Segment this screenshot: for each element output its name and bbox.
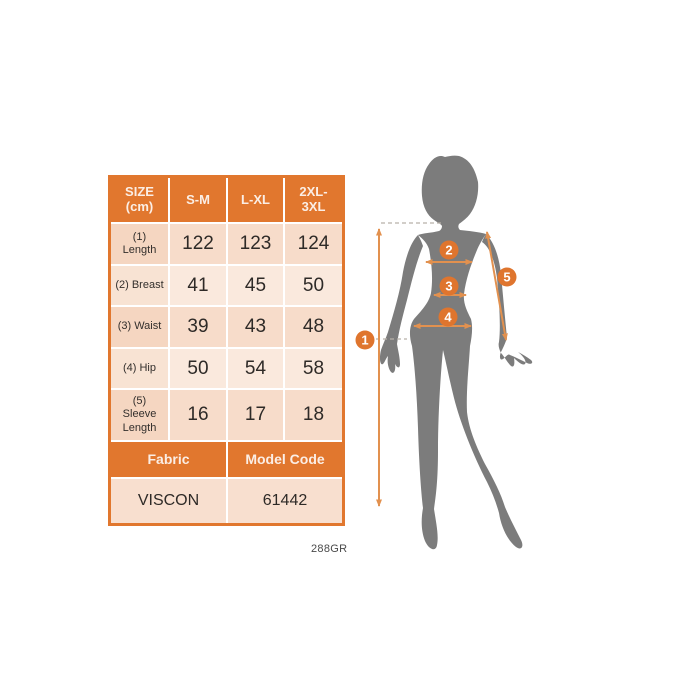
value-waist-lxl: 43 — [228, 307, 283, 347]
marker-badge-3 — [439, 276, 459, 296]
value-length-lxl: 123 — [228, 224, 283, 264]
marker-badge-5 — [497, 267, 517, 287]
marker-number-4: 4 — [444, 310, 452, 325]
marker-badge-2 — [439, 240, 459, 260]
size-header-cell: SIZE (cm) — [111, 178, 168, 222]
value-hip-lxl: 54 — [228, 349, 283, 388]
value-sleeve-2xl: 18 — [285, 390, 342, 440]
column-header-2xl-3xl: 2XL-3XL — [285, 178, 342, 222]
column-header-s-m: S-M — [170, 178, 226, 222]
value-hip-2xl: 58 — [285, 349, 342, 388]
fabric-header: Fabric — [111, 442, 226, 477]
fabric-value: VISCON — [111, 479, 226, 523]
value-sleeve-lxl: 17 — [228, 390, 283, 440]
value-length-sm: 122 — [170, 224, 226, 264]
value-breast-sm: 41 — [170, 266, 226, 305]
figure-silhouette-body — [409, 155, 523, 550]
column-header-l-xl: L-XL — [228, 178, 283, 222]
figure-silhouette-right-arm — [482, 234, 533, 367]
size-header-label: SIZE (cm) — [125, 184, 154, 214]
marker-badge-1 — [355, 330, 375, 350]
row-label-sleeve-length: (5) Sleeve Length — [111, 390, 168, 440]
value-length-2xl: 124 — [285, 224, 342, 264]
marker-number-2: 2 — [445, 243, 452, 258]
marker-number-1: 1 — [361, 333, 368, 348]
size-chart-table: SIZE (cm) S-M L-XL 2XL-3XL (1) Length 12… — [108, 175, 345, 526]
value-sleeve-sm: 16 — [170, 390, 226, 440]
sleeve-measure-arrow — [485, 231, 508, 341]
model-code-value: 61442 — [228, 479, 342, 523]
marker-badge-4 — [438, 307, 458, 327]
row-label-breast: (2) Breast — [111, 266, 168, 305]
product-code-footnote: 288GR — [311, 543, 348, 555]
row-label-hip: (4) Hip — [111, 349, 168, 388]
value-breast-2xl: 50 — [285, 266, 342, 305]
marker-number-5: 5 — [503, 270, 510, 285]
value-breast-lxl: 45 — [228, 266, 283, 305]
marker-number-3: 3 — [445, 279, 452, 294]
value-hip-sm: 50 — [170, 349, 226, 388]
value-waist-sm: 39 — [170, 307, 226, 347]
row-label-waist: (3) Waist — [111, 307, 168, 347]
row-label-length: (1) Length — [111, 224, 168, 264]
model-code-header: Model Code — [228, 442, 342, 477]
measurement-figure: 1 2 3 4 5 — [355, 155, 533, 550]
value-waist-2xl: 48 — [285, 307, 342, 347]
